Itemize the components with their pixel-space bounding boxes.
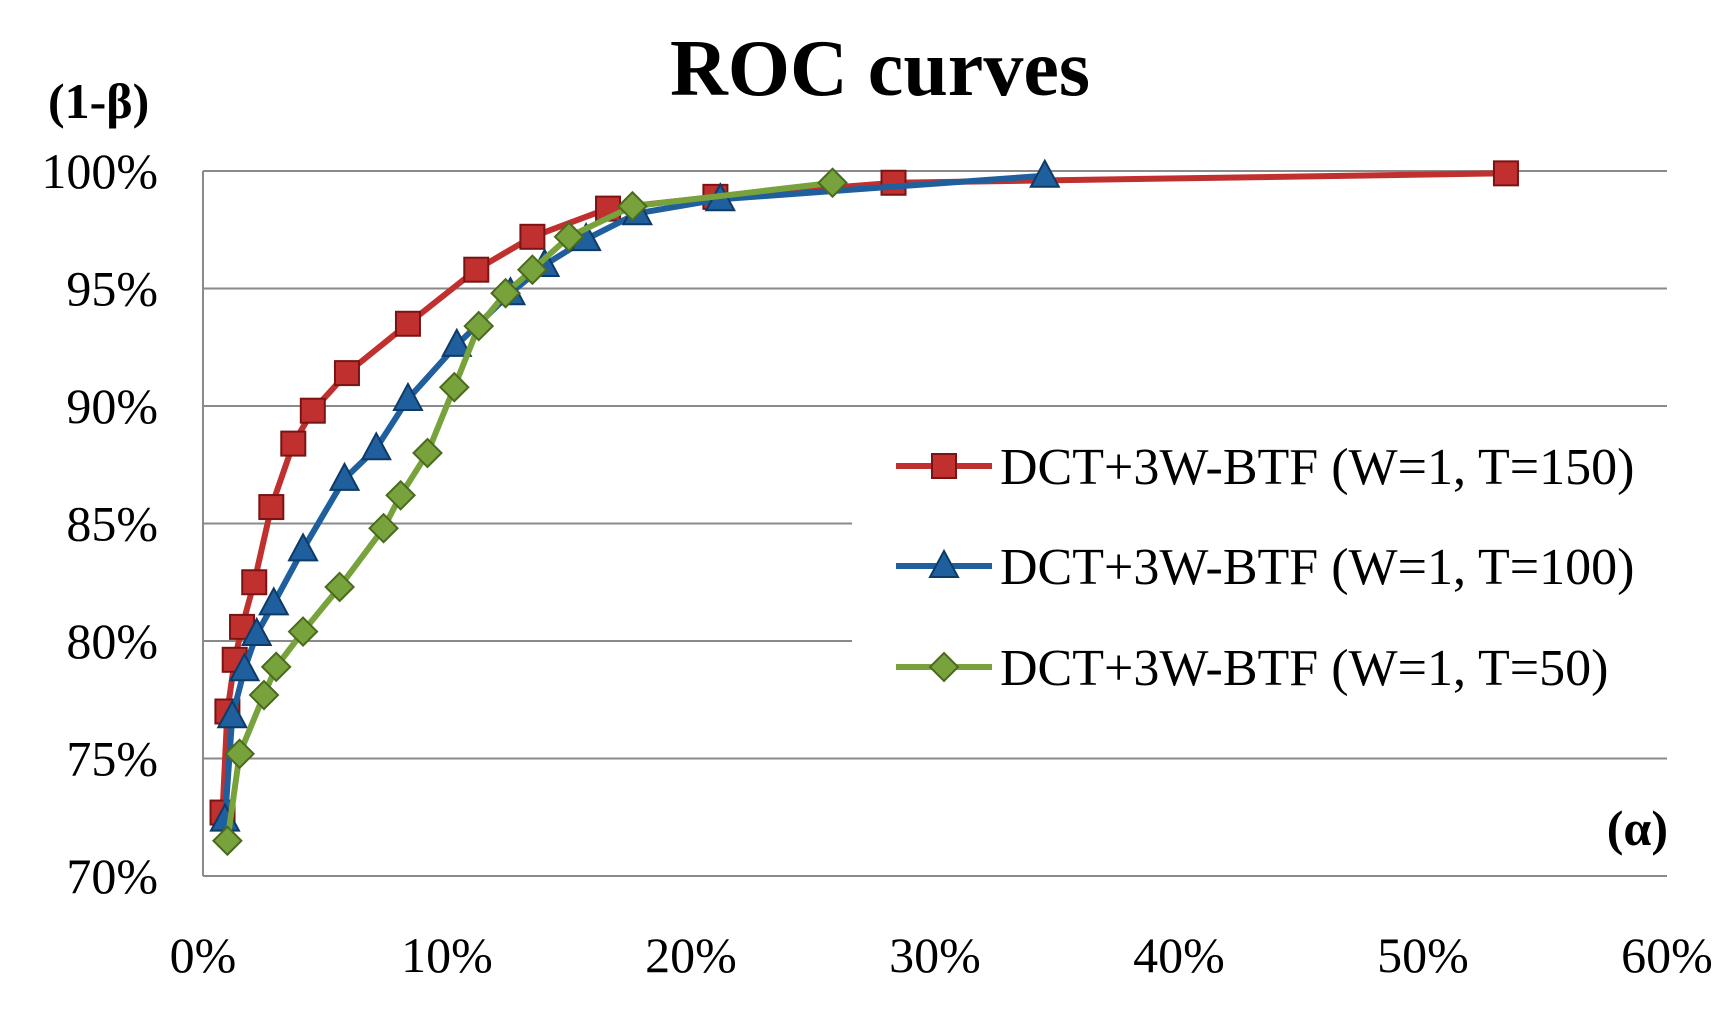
- data-point: [224, 738, 256, 770]
- data-point: [1492, 160, 1519, 187]
- y-tick-label: 95%: [66, 261, 158, 317]
- data-point: [287, 532, 319, 562]
- legend-item: DCT+3W-BTF (W=1, T=50): [896, 640, 1608, 697]
- x-tick-label: 60%: [1621, 927, 1713, 983]
- data-point: [211, 825, 243, 857]
- x-tick-label: 40%: [1133, 927, 1225, 983]
- data-point: [333, 360, 360, 387]
- legend-marker: [928, 651, 960, 683]
- data-point: [287, 616, 319, 648]
- x-tick-label: 10%: [401, 927, 493, 983]
- legend-item: DCT+3W-BTF (W=1, T=100): [896, 539, 1634, 596]
- x-tick-label: 0%: [170, 927, 237, 983]
- y-axis-label: (1-β): [48, 73, 149, 129]
- data-point: [394, 310, 421, 337]
- data-point: [228, 652, 261, 682]
- y-tick-label: 75%: [66, 731, 158, 787]
- data-point: [241, 616, 273, 646]
- data-point: [463, 310, 495, 342]
- x-axis-ticks: 0% 10% 20% 30% 40% 50% 60%: [170, 927, 1713, 983]
- y-axis-ticks: 70% 75% 80% 85% 90% 95% 100%: [41, 143, 158, 904]
- x-tick-label: 50%: [1377, 927, 1469, 983]
- data-point: [1029, 158, 1061, 188]
- legend-marker: [928, 548, 960, 578]
- series-line: [224, 179, 833, 842]
- data-point: [516, 254, 548, 286]
- data-point: [438, 371, 470, 403]
- data-point: [817, 167, 848, 199]
- data-point: [328, 461, 361, 491]
- data-point: [553, 221, 585, 253]
- data-point: [299, 397, 326, 424]
- legend: DCT+3W-BTF (W=1, T=150) DCT+3W-BTF (W=1, …: [896, 439, 1634, 697]
- x-tick-label: 30%: [889, 927, 981, 983]
- data-point: [412, 437, 443, 469]
- y-tick-label: 80%: [66, 613, 158, 669]
- y-tick-label: 85%: [66, 496, 158, 552]
- data-point: [880, 169, 907, 196]
- legend-label: DCT+3W-BTF (W=1, T=50): [1000, 640, 1608, 697]
- data-point: [617, 190, 648, 222]
- series-3: [211, 167, 848, 857]
- data-point: [392, 381, 424, 411]
- data-point: [280, 430, 307, 457]
- gridlines: [202, 170, 1667, 877]
- data-point: [385, 479, 417, 511]
- data-point: [258, 586, 290, 616]
- legend-label: DCT+3W-BTF (W=1, T=150): [1000, 439, 1634, 496]
- y-tick-label: 70%: [66, 848, 158, 904]
- data-point: [241, 569, 268, 596]
- data-point: [441, 327, 473, 357]
- x-tick-label: 20%: [645, 927, 737, 983]
- data-point: [260, 651, 292, 683]
- data-point: [490, 277, 521, 309]
- data-point: [258, 494, 285, 521]
- data-point: [248, 679, 280, 711]
- series-2: [209, 158, 1061, 832]
- data-point: [216, 699, 248, 729]
- y-tick-label: 90%: [66, 378, 158, 434]
- y-tick-label: 100%: [41, 143, 158, 199]
- legend-marker: [931, 453, 957, 479]
- data-point: [368, 512, 399, 544]
- chart-title: ROC curves: [670, 25, 1090, 113]
- legend-label: DCT+3W-BTF (W=1, T=100): [1000, 539, 1634, 596]
- series-line: [222, 172, 1046, 820]
- legend-item: DCT+3W-BTF (W=1, T=150): [896, 439, 1634, 496]
- data-point: [463, 256, 490, 283]
- data-point: [519, 223, 546, 250]
- data-point: [324, 571, 356, 603]
- data-point: [360, 431, 392, 461]
- x-axis-label: (α): [1607, 800, 1668, 856]
- series-group: [209, 158, 1519, 857]
